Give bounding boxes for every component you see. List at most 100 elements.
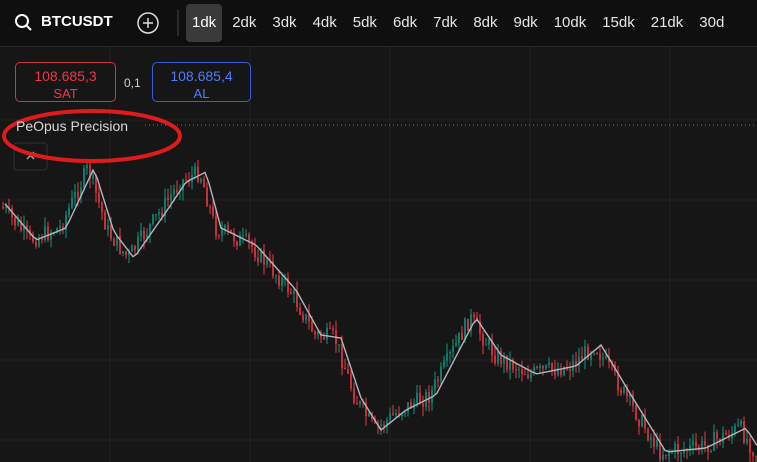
candle-body (77, 191, 79, 198)
candle-body (590, 353, 592, 360)
timeframe[interactable]: 8dk (473, 14, 498, 31)
candle-body (20, 221, 22, 231)
candle-body (752, 452, 754, 457)
candle-body (740, 421, 742, 425)
timeframe[interactable]: 6dk (392, 14, 418, 31)
candle-body (506, 355, 508, 370)
candle-body (338, 344, 340, 346)
candle-body (470, 314, 472, 331)
timeframe[interactable]: 10dk (553, 14, 587, 31)
candle-body (254, 247, 256, 258)
candle-body (251, 241, 253, 248)
candle-body (59, 226, 61, 229)
candle-body (653, 437, 655, 447)
candle-body (239, 235, 241, 246)
candle-body (593, 353, 595, 355)
candle-body (137, 236, 139, 251)
candle-body (98, 192, 100, 203)
candle-body (272, 261, 274, 277)
timeframe[interactable]: 21dk (650, 14, 684, 31)
candle-body (314, 331, 316, 335)
timeframe[interactable]: 9dk (513, 14, 538, 31)
candle-body (743, 421, 745, 443)
grid (0, 47, 757, 462)
candle-body (365, 402, 367, 417)
candle-body (704, 441, 706, 445)
candle-body (167, 197, 169, 200)
candle-body (197, 166, 199, 182)
candle-body (530, 373, 532, 379)
buy-button[interactable]: 108.685,4 AL (152, 62, 251, 102)
candle-body (563, 366, 565, 376)
candle-body (38, 237, 40, 247)
candle-body (353, 388, 355, 404)
candle-body (431, 389, 433, 403)
candle-body (14, 217, 16, 226)
candle-body (548, 362, 550, 365)
candle-body (185, 179, 187, 181)
timeframe[interactable]: 3dk (272, 14, 297, 31)
candle-body (404, 412, 406, 414)
candle-body (494, 355, 496, 364)
candle-body (44, 226, 46, 241)
candle-body (134, 245, 136, 251)
candle-body (449, 351, 451, 354)
candle-body (341, 344, 343, 368)
candle-body (629, 394, 631, 397)
candle-body (422, 403, 424, 407)
timeframe[interactable]: 1dk (186, 4, 223, 42)
candle-body (287, 277, 289, 293)
candle-body (581, 356, 583, 360)
timeframe[interactable]: 4dk (312, 14, 337, 31)
candle-body (749, 438, 751, 453)
candle-body (110, 225, 112, 239)
candle-body (575, 360, 577, 366)
candle-body (278, 275, 280, 286)
candle-body (488, 339, 490, 345)
candle-body (434, 379, 436, 390)
timeframe[interactable]: 2dk (232, 14, 257, 31)
candle-body (83, 168, 85, 188)
candle-body (215, 215, 217, 236)
candle-body (32, 234, 34, 242)
candle-body (218, 235, 220, 237)
candle-body (290, 292, 292, 294)
candle-body (50, 233, 52, 240)
candle-body (755, 456, 757, 458)
candle-body (359, 401, 361, 405)
timeframe[interactable]: 30d (699, 14, 725, 31)
candle-body (656, 439, 658, 447)
candle-body (80, 187, 82, 198)
indicator-name[interactable]: PeOpus Precision (16, 118, 129, 134)
candle-body (536, 366, 538, 368)
add-symbol[interactable] (137, 12, 159, 34)
timeframe[interactable]: 7dk (433, 14, 458, 31)
candle-body (707, 444, 709, 452)
candle-body (257, 257, 259, 263)
sell-button[interactable]: 108.685,3 SAT (15, 62, 116, 102)
symbol[interactable]: BTCUSDT (41, 13, 113, 30)
candle-body (521, 369, 523, 375)
candle-body (587, 346, 589, 360)
candle-body (473, 314, 475, 318)
candle-body (680, 453, 682, 455)
candle-body (716, 432, 718, 439)
candle-body (599, 353, 601, 360)
candle-body (557, 368, 559, 376)
candle-body (665, 454, 667, 456)
candle-body (695, 441, 697, 447)
candle-body (2, 207, 4, 209)
candle-body (515, 369, 517, 371)
candle-body (635, 405, 637, 420)
timeframe[interactable]: 5dk (352, 14, 377, 31)
candle-body (74, 191, 76, 198)
candle-body (455, 343, 457, 347)
candle-body (527, 374, 529, 379)
candle-body (161, 212, 163, 217)
search-icon[interactable] (15, 14, 29, 28)
sell-label: SAT (53, 86, 78, 101)
timeframe[interactable]: 15dk (602, 14, 635, 31)
candle-body (95, 175, 97, 193)
candle-body (578, 356, 580, 366)
